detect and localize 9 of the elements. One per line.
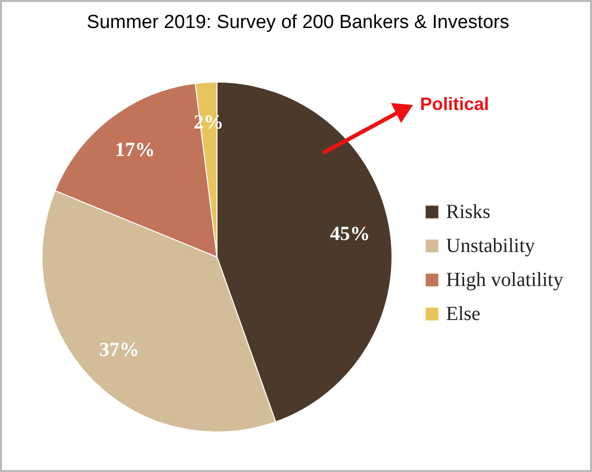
legend-label: Else (446, 303, 481, 325)
legend-label: Risks (446, 201, 491, 223)
data-label: 17% (114, 138, 155, 161)
legend-label: Unstability (446, 235, 535, 257)
data-label: 45% (330, 223, 370, 246)
text: Political (420, 94, 490, 115)
chart-title: Summer 2019: Survey of 200 Bankers & Investors (86, 12, 510, 33)
data-label: 37% (99, 339, 140, 362)
legend-label: High volatility (446, 269, 564, 291)
